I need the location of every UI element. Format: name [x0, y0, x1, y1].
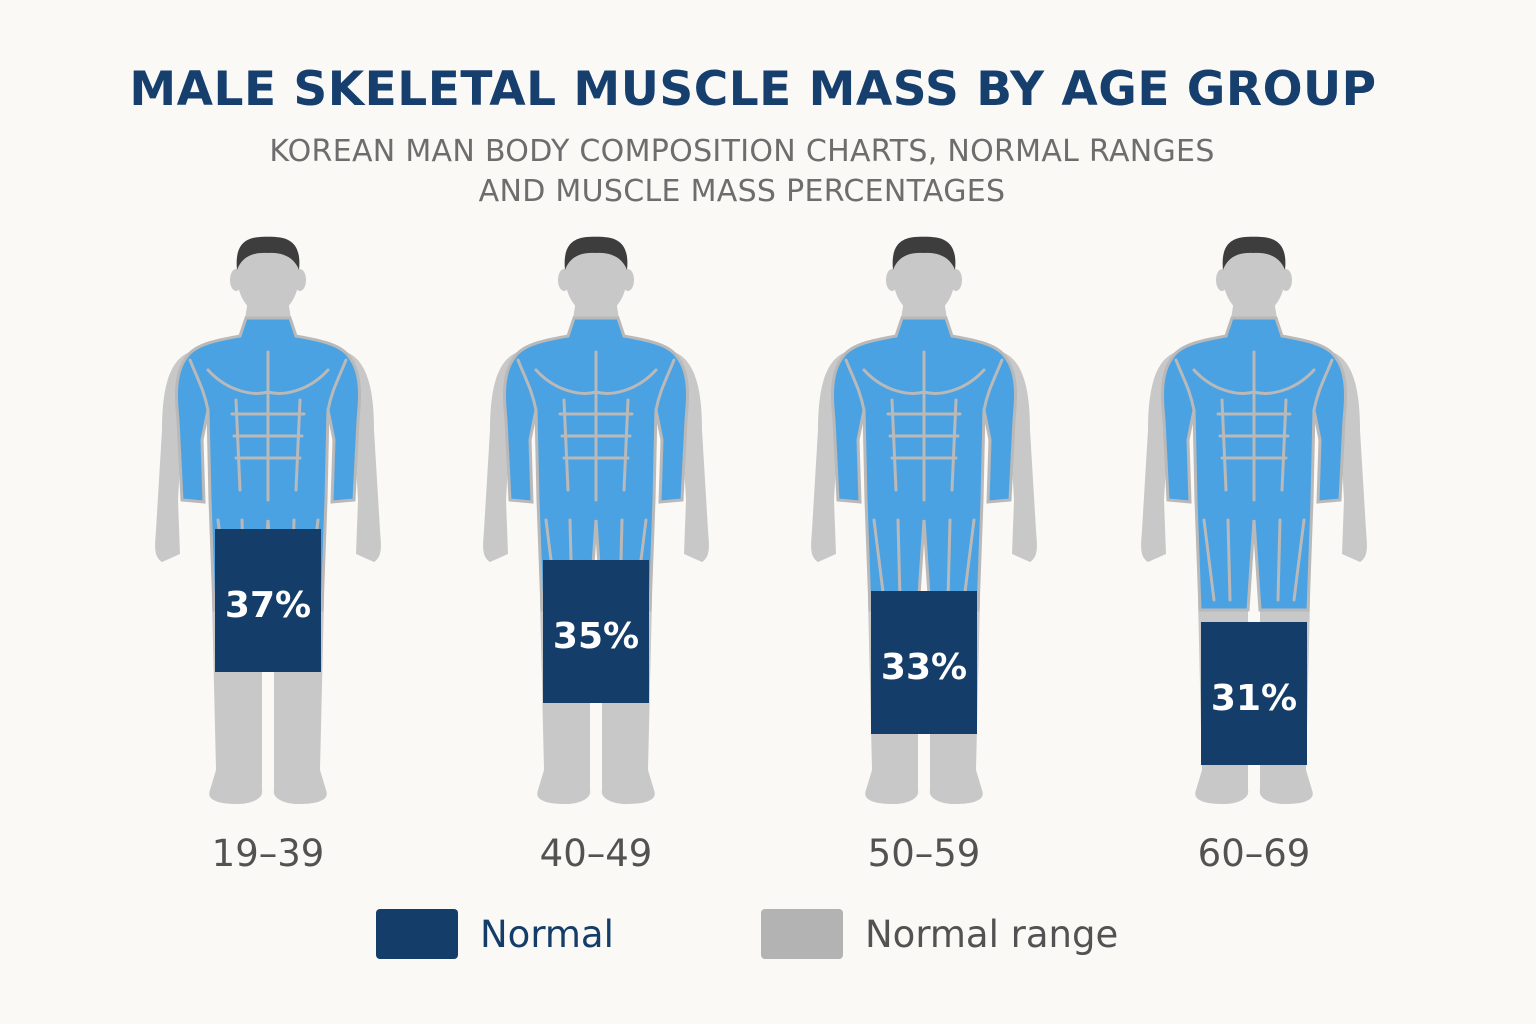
- muscle-line: [1276, 518, 1282, 602]
- category-label: 50–59: [868, 832, 981, 875]
- left-ear: [558, 269, 570, 291]
- category-label: 40–49: [540, 832, 653, 875]
- muscle-line: [326, 358, 348, 412]
- right-ear: [294, 269, 306, 291]
- muscle-line: [946, 518, 952, 602]
- muscle-line: [622, 398, 630, 492]
- muscle-line: [1312, 358, 1334, 412]
- right-ear: [950, 269, 962, 291]
- legend-item-normal-range: Normal range: [761, 908, 1118, 960]
- muscle-line: [516, 358, 538, 412]
- bar-19–39: [215, 529, 321, 672]
- figure-2: 35% 40–49: [483, 236, 709, 875]
- muscle-line: [872, 518, 886, 602]
- muscle-line: [654, 358, 676, 412]
- right-ear: [622, 269, 634, 291]
- muscle-line: [950, 398, 958, 492]
- data-label: 31%: [1211, 678, 1297, 719]
- legend-item-normal: Normal: [376, 908, 614, 960]
- muscle-line: [294, 398, 302, 492]
- muscle-line: [896, 518, 902, 602]
- left-ear: [1216, 269, 1228, 291]
- bar-40–49: [543, 560, 649, 703]
- head: [893, 236, 955, 316]
- chart-legend: Normal Normal range: [0, 908, 1536, 960]
- category-label: 19–39: [212, 832, 325, 875]
- bar-60–69: [1201, 622, 1307, 765]
- head: [565, 236, 627, 316]
- category-label: 60–69: [1198, 832, 1311, 875]
- muscle-line: [534, 368, 658, 395]
- right-ear: [1280, 269, 1292, 291]
- head: [1223, 236, 1285, 316]
- muscle-line: [962, 518, 976, 602]
- head: [237, 236, 299, 316]
- figure-4: 31% 60–69: [1141, 236, 1367, 875]
- muscle-line: [1174, 358, 1196, 412]
- legend-swatch-normal-range: [761, 909, 843, 959]
- data-label: 35%: [553, 616, 639, 657]
- left-ear: [886, 269, 898, 291]
- legend-label-normal-range: Normal range: [865, 912, 1119, 956]
- muscle-line: [1292, 518, 1306, 602]
- chart-title: MALE SKELETAL MUSCLE MASS BY AGE GROUP: [129, 62, 1377, 117]
- muscle-line: [1192, 368, 1316, 395]
- muscle-line: [844, 358, 866, 412]
- chart-subtitle: KOREAN MAN BODY COMPOSITION CHARTS, NORM…: [0, 132, 1484, 212]
- data-label: 33%: [881, 647, 967, 688]
- hair: [1222, 236, 1286, 270]
- legend-swatch-normal: [376, 909, 458, 959]
- muscle-line: [1226, 518, 1232, 602]
- figure-3: 33% 50–59: [811, 236, 1037, 875]
- muscle-line: [1280, 398, 1288, 492]
- hair: [892, 236, 956, 270]
- muscle-line: [188, 358, 210, 412]
- subtitle-line-2: AND MUSCLE MASS PERCENTAGES: [478, 174, 1006, 209]
- left-ear: [230, 269, 242, 291]
- hair: [564, 236, 628, 270]
- muscle-line: [862, 368, 986, 395]
- muscle-line: [1202, 518, 1216, 602]
- legend-label-normal: Normal: [480, 912, 614, 956]
- subtitle-line-1: KOREAN MAN BODY COMPOSITION CHARTS, NORM…: [269, 134, 1215, 169]
- bar-50–59: [871, 591, 977, 734]
- figure-1: 37% 19–39: [155, 236, 381, 875]
- muscle-line: [562, 398, 570, 492]
- muscle-line: [206, 368, 330, 395]
- data-label: 37%: [225, 585, 311, 626]
- hair: [236, 236, 300, 270]
- muscle-line: [890, 398, 898, 492]
- muscle-line: [1220, 398, 1228, 492]
- muscle-line: [982, 358, 1004, 412]
- muscle-line: [234, 398, 242, 492]
